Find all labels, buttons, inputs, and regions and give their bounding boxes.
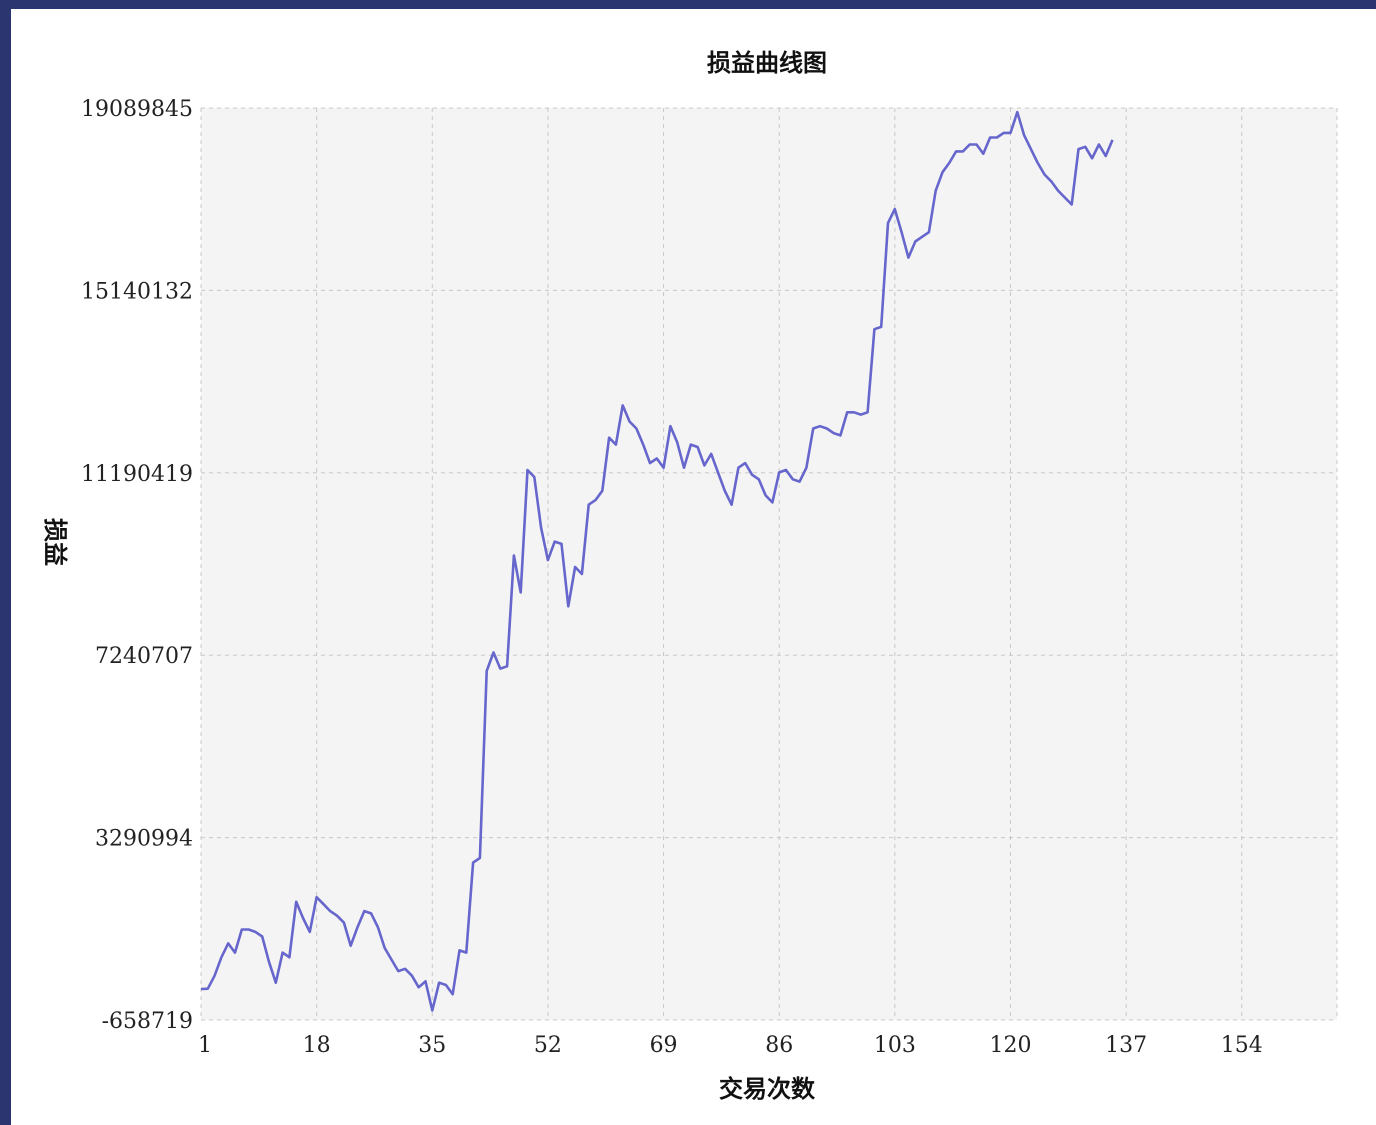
- plot-area: [201, 108, 1337, 1020]
- x-tick-label: 120: [989, 1033, 1031, 1058]
- x-tick-label: 103: [874, 1033, 916, 1058]
- y-tick-label: 3290994: [95, 827, 193, 852]
- x-tick-label: 1: [198, 1033, 212, 1058]
- x-axis-label: 交易次数: [719, 1075, 816, 1103]
- series-line: [200, 110, 1114, 1012]
- x-tick-label: 86: [765, 1033, 793, 1058]
- grid-lines: [200, 107, 1338, 1021]
- chart-frame: 损益曲线图 -658719 3290994 7240707 11190419 15140…: [11, 9, 1376, 1125]
- y-tick-label: 11190419: [81, 462, 193, 487]
- x-tick-label: 137: [1105, 1033, 1147, 1058]
- profit-loss-chart: 损益曲线图 -658719 3290994 7240707 11190419 15140…: [41, 49, 1338, 1103]
- y-axis-label: 损益: [41, 518, 69, 566]
- y-tick-label: 19089845: [81, 97, 193, 122]
- x-tick-label: 52: [534, 1033, 562, 1058]
- x-tick-label: 154: [1221, 1033, 1263, 1058]
- chart-title: 损益曲线图: [707, 49, 827, 77]
- x-tick-label: 69: [650, 1033, 678, 1058]
- y-axis-ticks: -658719 3290994 7240707 11190419 15140132 190…: [81, 97, 193, 1034]
- y-tick-label: -658719: [102, 1009, 193, 1034]
- x-axis-ticks: 1 18 35 52 69 86 103 120 137 154: [198, 1033, 1263, 1058]
- y-tick-label: 15140132: [81, 279, 193, 304]
- x-tick-label: 18: [303, 1033, 331, 1058]
- y-tick-label: 7240707: [95, 644, 193, 669]
- x-tick-label: 35: [418, 1033, 446, 1058]
